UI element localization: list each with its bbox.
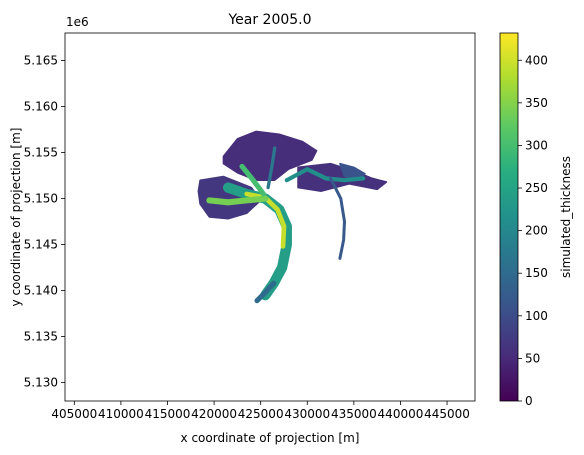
glacier-region-north-ice-cap (222, 130, 318, 181)
x-tick-label: 440000 (378, 407, 424, 421)
colorbar-tick-label: 350 (525, 96, 548, 110)
colorbar-tick-label: 50 (525, 351, 540, 365)
x-tick-label: 420000 (191, 407, 237, 421)
y-tick-label: 5.140 (24, 284, 58, 298)
x-axis-label: x coordinate of projection [m] (181, 431, 360, 445)
y-tick-label: 5.165 (24, 54, 58, 68)
x-tick-label: 425000 (238, 407, 284, 421)
x-tick-label: 415000 (145, 407, 191, 421)
glacier-flow-south-east-tongue (329, 176, 346, 260)
colorbar-axis: 0 50 100 150 200 250 300 350 400 (518, 53, 548, 408)
colorbar-tick-label: 0 (525, 394, 533, 408)
colorbar-tick-label: 300 (525, 138, 548, 152)
y-tick-label: 5.130 (24, 376, 58, 390)
y-tick-label: 5.160 (24, 100, 58, 114)
x-tick-label: 445000 (424, 407, 470, 421)
y-axis-label: y coordinate of projection [m] (9, 128, 23, 307)
glacier-flow-north-branch (266, 146, 277, 190)
y-tick-label: 5.145 (24, 238, 58, 252)
y-axis: 5.130 5.135 5.140 5.145 5.150 5.155 5.160 5.165 (24, 54, 65, 390)
x-tick-label: 430000 (284, 407, 330, 421)
glacier-flow-lower-tongue (254, 280, 277, 304)
colorbar-tick-label: 400 (525, 53, 548, 67)
y-tick-label: 5.135 (24, 330, 58, 344)
glacier-field (197, 130, 388, 304)
colorbar-tick-label: 150 (525, 266, 548, 280)
x-tick-label: 410000 (98, 407, 144, 421)
colorbar-tick-label: 100 (525, 309, 548, 323)
x-tick-label: 405000 (51, 407, 97, 421)
chart-title: Year 2005.0 (227, 12, 311, 28)
x-tick-label: 435000 (331, 407, 377, 421)
y-tick-label: 5.150 (24, 192, 58, 206)
colorbar-tick-label: 250 (525, 181, 548, 195)
colorbar-tick-label: 200 (525, 224, 548, 238)
glacier-flow-east-tributary (284, 167, 366, 183)
colorbar-label: simulated_thickness (559, 156, 573, 278)
x-axis: 405000 410000 415000 420000 425000 430000 4350… (51, 401, 470, 421)
glacier-flow-west-tributary (206, 195, 269, 206)
colorbar (499, 32, 519, 402)
plot-frame (64, 32, 476, 402)
glacier-region-west-lobe (197, 175, 262, 220)
y-tick-label: 5.155 (24, 146, 58, 160)
glacier-flow-north-tributary (239, 163, 267, 197)
y-offset-label: 1e6 (66, 15, 89, 29)
